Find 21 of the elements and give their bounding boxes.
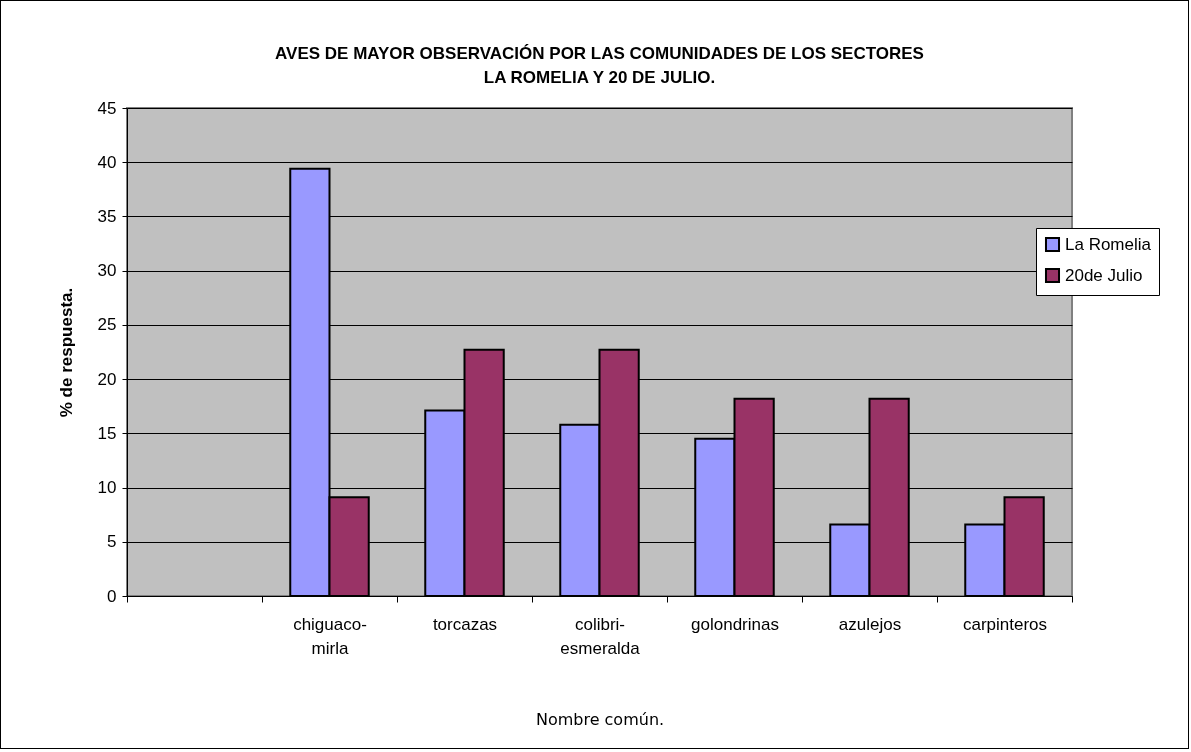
legend-label: La Romelia — [1065, 234, 1152, 254]
y-tick-label: 10 — [97, 478, 117, 498]
x-tick-label: golondrinas — [691, 614, 779, 634]
x-tick-label: torcazas — [432, 614, 498, 634]
y-tick-label: 5 — [107, 532, 117, 552]
y-tick-label: 0 — [107, 586, 117, 606]
y-tick-label: 25 — [97, 315, 117, 335]
x-tick-label: carpinteros — [962, 614, 1048, 634]
y-tick-label: 30 — [97, 261, 117, 281]
y-axis-title: % de respuesta. — [56, 287, 76, 418]
legend-label: 20de Julio — [1065, 265, 1143, 285]
x-tick-label: azulejos — [838, 614, 902, 634]
y-tick-label: 40 — [97, 152, 117, 172]
y-tick-label: 15 — [97, 423, 117, 443]
y-tick-label: 20 — [97, 369, 117, 389]
y-tick-label: 45 — [97, 98, 117, 118]
chart-title: AVES DE MAYOR OBSERVACIÓN POR LAS COMUNIDADES DE LOS SECTORES LA ROMELIA Y 20 DE JULIO. — [275, 44, 924, 87]
x-tick-label: colibri-esmeralda — [560, 614, 641, 658]
y-tick-label: 35 — [97, 206, 117, 226]
x-tick-label: chiguaco-mirla — [293, 614, 367, 658]
x-axis-title: Nombre común. — [535, 709, 665, 729]
